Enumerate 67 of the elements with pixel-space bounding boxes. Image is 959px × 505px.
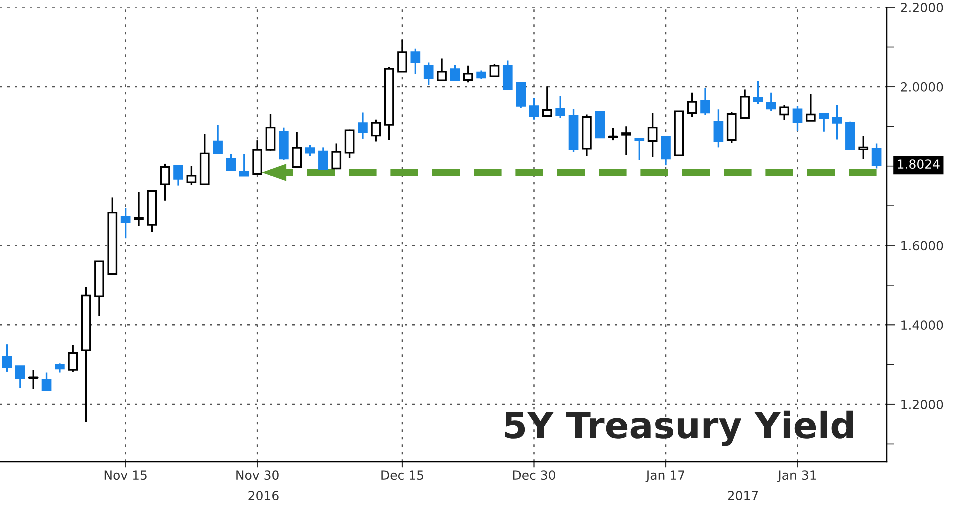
x-tick-label: Dec 30	[513, 470, 556, 480]
y-tick-label: 2.0000	[901, 82, 944, 92]
candlestick	[292, 131, 302, 169]
candlestick	[450, 64, 460, 82]
candlestick	[872, 142, 882, 170]
y-tick-label: 1.6000	[902, 241, 944, 251]
candlestick	[55, 362, 65, 374]
candlestick	[160, 163, 170, 202]
candlestick	[542, 86, 552, 118]
candlestick	[344, 129, 355, 160]
candlestick	[332, 142, 342, 170]
candlestick	[68, 344, 78, 373]
candlestick	[502, 60, 513, 90]
y-tick-label: 1.4000	[902, 320, 944, 330]
x-tick-label: Jan 17	[646, 470, 685, 482]
candlestick	[753, 80, 764, 105]
y-tick-label: 1.2000	[902, 400, 944, 410]
candlestick	[556, 95, 566, 120]
x-tick-label: Jan 31	[778, 470, 816, 482]
candlestick	[687, 92, 698, 118]
candlestick	[661, 136, 671, 166]
candlestick	[648, 112, 658, 158]
candlestick	[634, 138, 645, 162]
candlestick	[174, 164, 184, 187]
candlestick	[213, 124, 223, 154]
x-tick-label: Nov 30	[236, 470, 279, 480]
candlestick	[780, 104, 790, 122]
text: 1.8024	[898, 160, 940, 170]
x-tick-label: Dec 15	[382, 470, 424, 480]
text: 2017	[728, 491, 758, 501]
candlestick	[529, 97, 540, 121]
candlestick	[819, 114, 830, 133]
candlestick	[792, 106, 803, 132]
candlestick	[424, 62, 434, 86]
candlestick	[608, 127, 618, 142]
candlestick	[358, 112, 368, 140]
candlestick	[226, 154, 236, 172]
candlestick	[832, 104, 842, 141]
y-tick-label: 2.2000	[901, 3, 944, 12]
candlestick	[806, 93, 816, 122]
candlestick	[490, 64, 500, 78]
x-tick-label: Nov 15	[104, 470, 147, 480]
candlestick	[463, 65, 474, 84]
candlestick	[2, 344, 12, 373]
candlestick	[410, 48, 421, 76]
candlestick	[740, 88, 750, 120]
candlestick	[371, 119, 382, 143]
candlestick	[134, 191, 144, 228]
candlestick	[700, 88, 710, 116]
text: 2016	[248, 491, 279, 501]
candlestick	[766, 92, 776, 112]
text: 5Y Treasury Yield	[505, 410, 853, 446]
candlestick	[714, 108, 724, 149]
candlestick	[239, 154, 250, 177]
candlestick	[42, 372, 52, 392]
candlestick	[266, 113, 276, 152]
candlestick	[186, 166, 197, 186]
candlestick	[305, 144, 316, 157]
candlestick	[858, 135, 869, 160]
candlestick	[437, 58, 447, 82]
candlestick	[622, 126, 632, 156]
candlestick	[398, 38, 408, 73]
candlestick	[16, 366, 26, 390]
candlestick	[120, 207, 131, 240]
candlestick	[318, 146, 328, 170]
candlestick	[28, 370, 39, 390]
candlestick	[516, 82, 526, 109]
